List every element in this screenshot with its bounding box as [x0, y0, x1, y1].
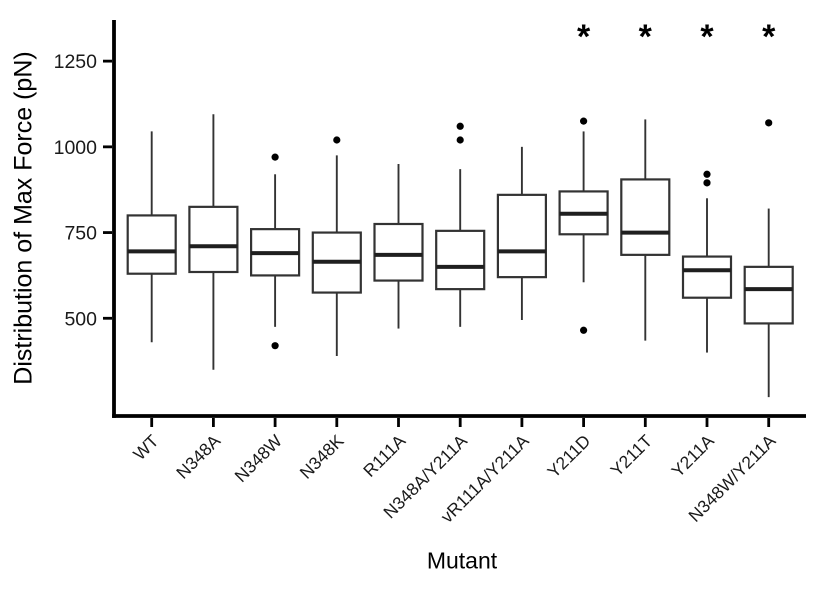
iqr-box — [620, 178, 671, 256]
significance-asterisk: * — [639, 18, 653, 56]
iqr-box — [188, 205, 239, 274]
outlier-point — [271, 153, 279, 161]
boxplot-N348K — [311, 136, 362, 356]
outlier-point — [703, 179, 711, 187]
x-tick-label: Y211D — [543, 431, 594, 482]
outlier-point — [271, 342, 279, 350]
x-tick-label: Y211T — [606, 430, 656, 480]
x-tick-label: R111A — [359, 430, 409, 480]
boxplot-Y211T — [620, 119, 671, 341]
outlier-point — [703, 170, 711, 178]
y-tick-label: 500 — [64, 308, 97, 330]
outlier-point — [333, 136, 341, 144]
iqr-box — [435, 229, 486, 291]
outlier-point — [580, 117, 588, 125]
iqr-box — [126, 214, 177, 275]
x-axis-title: Mutant — [426, 547, 498, 574]
significance-asterisk: * — [700, 18, 714, 56]
significance-asterisk: * — [577, 18, 591, 56]
boxplot-N348A — [188, 114, 239, 370]
outlier-point — [765, 119, 773, 127]
iqr-box — [743, 265, 794, 325]
y-tick-label: 750 — [64, 223, 97, 245]
boxplot-vR111A/Y211A — [496, 146, 547, 320]
iqr-box — [681, 255, 733, 299]
x-tick-label: N348K — [296, 430, 348, 482]
x-tick-label: N348W — [231, 430, 287, 486]
x-tick-label: Y211A — [667, 430, 718, 481]
outlier-point — [456, 122, 464, 130]
boxplot-WT — [126, 131, 177, 343]
x-tick-label: N348A — [172, 430, 224, 482]
significance-asterisk: * — [762, 18, 776, 56]
outlier-point — [580, 326, 588, 334]
y-tick-label: 1250 — [54, 51, 98, 73]
iqr-box — [373, 222, 424, 282]
boxplot-N348W — [250, 153, 301, 350]
y-axis-title: Distribution of Max Force (pN) — [9, 51, 38, 385]
boxplot-N348W/Y211A — [743, 119, 794, 398]
x-tick-label: WT — [129, 430, 163, 464]
boxplot-R111A — [373, 163, 424, 329]
boxplot-Y211A — [681, 170, 733, 353]
outlier-point — [456, 136, 464, 144]
iqr-box — [496, 193, 547, 279]
boxplot-Y211D — [558, 117, 609, 334]
boxplot-N348A/Y211A — [435, 122, 486, 327]
y-tick-label: 1000 — [54, 137, 98, 159]
